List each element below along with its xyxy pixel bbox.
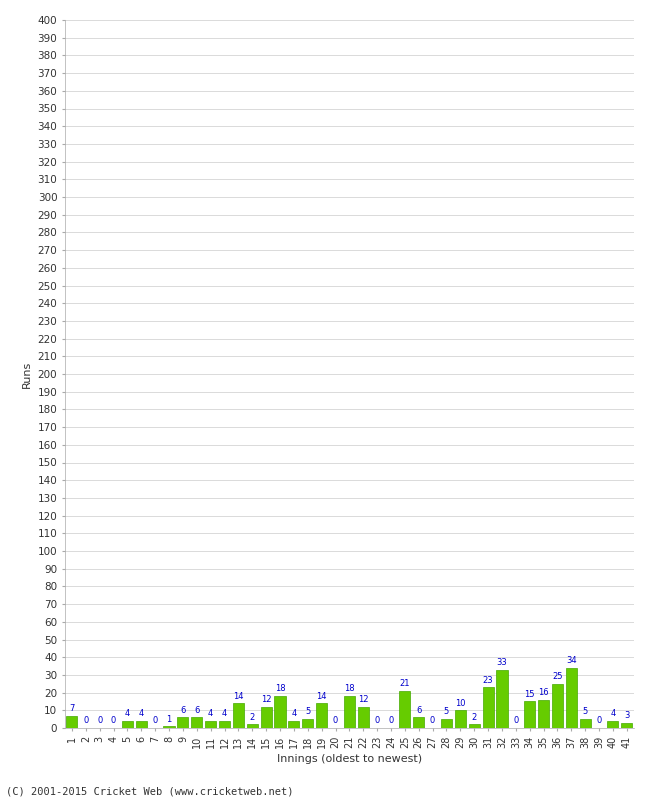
Bar bbox=[441, 719, 452, 728]
Text: 10: 10 bbox=[455, 698, 465, 708]
Text: 6: 6 bbox=[194, 706, 200, 714]
Text: 0: 0 bbox=[153, 716, 158, 726]
Text: 0: 0 bbox=[374, 716, 380, 726]
Text: 0: 0 bbox=[597, 716, 602, 726]
Text: 0: 0 bbox=[111, 716, 116, 726]
Text: 12: 12 bbox=[358, 695, 369, 704]
Bar bbox=[358, 706, 369, 728]
Bar bbox=[413, 718, 424, 728]
Text: 14: 14 bbox=[233, 691, 244, 701]
Text: 4: 4 bbox=[222, 710, 227, 718]
Bar bbox=[482, 687, 493, 728]
Text: 15: 15 bbox=[525, 690, 535, 698]
Text: 16: 16 bbox=[538, 688, 549, 697]
Text: 2: 2 bbox=[472, 713, 477, 722]
Text: 0: 0 bbox=[514, 716, 519, 726]
Bar bbox=[455, 710, 466, 728]
Text: (C) 2001-2015 Cricket Web (www.cricketweb.net): (C) 2001-2015 Cricket Web (www.cricketwe… bbox=[6, 786, 294, 796]
Bar bbox=[205, 721, 216, 728]
Text: 2: 2 bbox=[250, 713, 255, 722]
Bar bbox=[580, 719, 591, 728]
Text: 7: 7 bbox=[70, 704, 75, 713]
Text: 23: 23 bbox=[483, 676, 493, 685]
Text: 33: 33 bbox=[497, 658, 508, 667]
Bar bbox=[344, 696, 355, 728]
Bar bbox=[538, 700, 549, 728]
Bar bbox=[469, 725, 480, 728]
Bar bbox=[177, 718, 188, 728]
Bar bbox=[302, 719, 313, 728]
Bar bbox=[497, 670, 508, 728]
Bar bbox=[399, 691, 410, 728]
Y-axis label: Runs: Runs bbox=[22, 360, 32, 388]
Bar bbox=[247, 725, 258, 728]
Bar bbox=[219, 721, 230, 728]
Text: 14: 14 bbox=[317, 691, 327, 701]
Text: 0: 0 bbox=[388, 716, 394, 726]
Text: 21: 21 bbox=[400, 679, 410, 688]
Text: 25: 25 bbox=[552, 672, 563, 681]
Bar bbox=[621, 722, 632, 728]
Text: 18: 18 bbox=[344, 685, 355, 694]
Text: 4: 4 bbox=[610, 710, 616, 718]
Text: 0: 0 bbox=[97, 716, 102, 726]
Text: 0: 0 bbox=[430, 716, 436, 726]
Text: 5: 5 bbox=[582, 707, 588, 717]
Text: 1: 1 bbox=[166, 714, 172, 723]
Bar bbox=[136, 721, 147, 728]
Bar bbox=[164, 726, 175, 728]
Text: 4: 4 bbox=[291, 710, 296, 718]
Text: 6: 6 bbox=[416, 706, 421, 714]
Text: 4: 4 bbox=[138, 710, 144, 718]
Bar bbox=[191, 718, 202, 728]
Bar bbox=[66, 716, 77, 728]
Bar bbox=[289, 721, 300, 728]
Bar bbox=[316, 703, 327, 728]
Text: 18: 18 bbox=[275, 685, 285, 694]
Bar bbox=[122, 721, 133, 728]
Text: 0: 0 bbox=[333, 716, 338, 726]
Text: 34: 34 bbox=[566, 656, 577, 665]
Bar bbox=[261, 706, 272, 728]
Text: 4: 4 bbox=[208, 710, 213, 718]
Text: 5: 5 bbox=[444, 707, 449, 717]
Bar bbox=[274, 696, 285, 728]
Text: 3: 3 bbox=[624, 711, 629, 720]
Bar bbox=[552, 684, 563, 728]
Text: 4: 4 bbox=[125, 710, 130, 718]
Bar bbox=[524, 702, 535, 728]
Text: 5: 5 bbox=[305, 707, 311, 717]
Text: 0: 0 bbox=[83, 716, 88, 726]
Bar bbox=[566, 668, 577, 728]
Text: 12: 12 bbox=[261, 695, 272, 704]
Bar bbox=[233, 703, 244, 728]
Bar bbox=[607, 721, 619, 728]
Text: 6: 6 bbox=[180, 706, 186, 714]
X-axis label: Innings (oldest to newest): Innings (oldest to newest) bbox=[277, 754, 422, 764]
